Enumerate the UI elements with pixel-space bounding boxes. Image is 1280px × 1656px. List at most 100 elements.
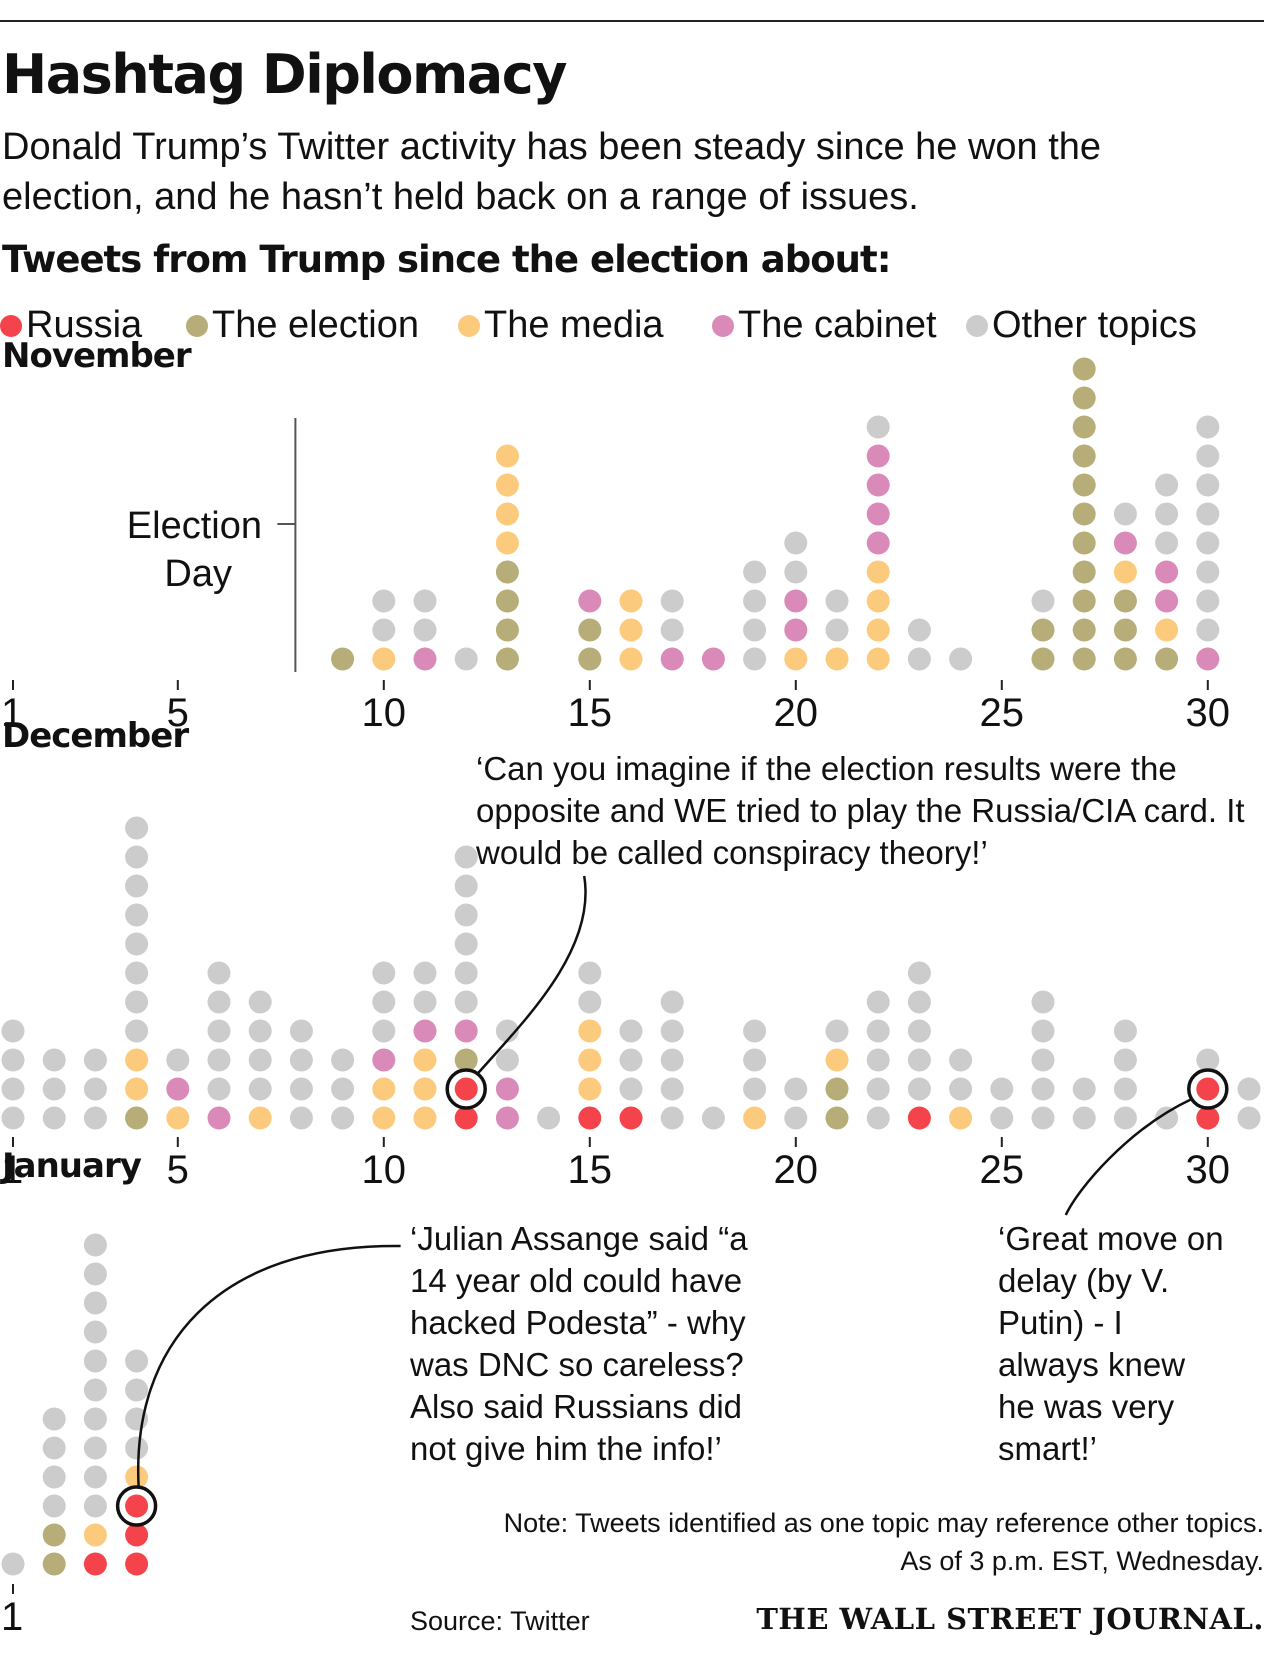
dot-december-27-other	[1072, 1106, 1096, 1130]
dot-december-17-other	[660, 990, 684, 1014]
dot-december-29-other	[1155, 1106, 1179, 1130]
dot-december-21-election	[825, 1077, 849, 1101]
dot-december-23-russia	[907, 1106, 931, 1130]
dot-november-20-other	[784, 531, 808, 555]
dot-november-29-cabinet	[1155, 560, 1179, 584]
dot-december-1-other	[1, 1019, 25, 1043]
legend-dot-other	[966, 315, 988, 337]
tick-label-december-15: 15	[568, 1148, 613, 1192]
tick-label-november-5: 5	[167, 691, 189, 735]
dot-december-10-cabinet	[372, 1048, 396, 1072]
legend-dot-election	[186, 315, 208, 337]
dot-december-27-other	[1072, 1077, 1096, 1101]
dot-december-17-other	[660, 1077, 684, 1101]
tick-label-november-15: 15	[568, 691, 613, 735]
dot-december-23-other	[907, 1019, 931, 1043]
dot-november-22-media	[866, 560, 890, 584]
dot-november-27-election	[1072, 531, 1096, 555]
dot-december-13-cabinet	[495, 1106, 519, 1130]
dot-november-20-cabinet	[784, 589, 808, 613]
dot-november-27-election	[1072, 473, 1096, 497]
dot-november-17-other	[660, 589, 684, 613]
dot-december-19-other	[743, 1077, 767, 1101]
leader-line-january-4	[136, 1244, 401, 1487]
legend-dot-cabinet	[712, 315, 734, 337]
dot-december-18-other	[701, 1106, 725, 1130]
dot-november-27-election	[1072, 618, 1096, 642]
dot-december-8-other	[289, 1048, 313, 1072]
dot-december-28-other	[1113, 1019, 1137, 1043]
highlight-ring-december-12	[445, 1068, 487, 1110]
dot-december-7-other	[248, 1019, 272, 1043]
dot-december-31-other	[1237, 1106, 1261, 1130]
dot-november-13-election	[495, 618, 519, 642]
dot-november-19-other	[743, 647, 767, 671]
dot-january-2-other	[42, 1407, 66, 1431]
election-day-label-line1: Election	[127, 505, 262, 547]
dot-november-30-cabinet	[1196, 647, 1220, 671]
dot-december-4-media	[125, 1048, 149, 1072]
dot-january-3-russia	[83, 1552, 107, 1576]
tick-label-november-30: 30	[1186, 691, 1231, 735]
dot-december-4-other	[125, 816, 149, 840]
tick-label-december-5: 5	[167, 1148, 189, 1192]
dot-january-2-other	[42, 1465, 66, 1489]
dot-november-16-media	[619, 618, 643, 642]
dot-november-23-other	[907, 618, 931, 642]
dot-november-27-election	[1072, 444, 1096, 468]
dot-december-26-other	[1031, 1106, 1055, 1130]
dot-december-30-russia	[1196, 1077, 1220, 1101]
tick-label-december-1: 1	[1, 1148, 23, 1192]
dot-november-19-other	[743, 589, 767, 613]
dot-december-12-election	[454, 1048, 478, 1072]
dot-december-4-other	[125, 932, 149, 956]
dot-november-12-other	[454, 647, 478, 671]
dot-november-10-other	[372, 618, 396, 642]
tick-label-november-10: 10	[362, 691, 407, 735]
dot-december-7-other	[248, 1048, 272, 1072]
dot-november-13-election	[495, 560, 519, 584]
dot-november-21-other	[825, 618, 849, 642]
dot-december-26-other	[1031, 1077, 1055, 1101]
dot-november-29-other	[1155, 531, 1179, 555]
month-label-november: November	[2, 336, 192, 376]
dot-december-28-other	[1113, 1048, 1137, 1072]
dot-december-6-other	[207, 961, 231, 985]
quote-dec30: ‘Great move on delay (by V. Putin) - I a…	[998, 1220, 1224, 1467]
dot-november-22-media	[866, 618, 890, 642]
dot-december-1-other	[1, 1106, 25, 1130]
dot-december-26-other	[1031, 1019, 1055, 1043]
highlight-ring-january-4	[115, 1485, 158, 1527]
dot-november-13-media	[495, 531, 519, 555]
dot-december-7-other	[248, 990, 272, 1014]
dot-december-6-other	[207, 1048, 231, 1072]
dot-december-7-other	[248, 1077, 272, 1101]
dot-november-20-cabinet	[784, 618, 808, 642]
dot-december-15-other	[578, 961, 602, 985]
dot-december-23-other	[907, 1048, 931, 1072]
dot-december-8-other	[289, 1019, 313, 1043]
dot-december-11-media	[413, 1048, 437, 1072]
dot-november-22-media	[866, 589, 890, 613]
dot-november-27-election	[1072, 560, 1096, 584]
tick-label-december-30: 30	[1186, 1148, 1231, 1192]
dot-december-17-other	[660, 1048, 684, 1072]
dot-november-9-election	[331, 647, 355, 671]
dot-december-4-media	[125, 1077, 149, 1101]
dot-december-10-other	[372, 1019, 396, 1043]
dot-january-2-election	[42, 1523, 66, 1547]
dot-december-15-media	[578, 1077, 602, 1101]
dot-november-13-media	[495, 473, 519, 497]
dot-january-3-other	[83, 1291, 107, 1315]
dot-november-29-other	[1155, 473, 1179, 497]
dot-december-19-other	[743, 1019, 767, 1043]
dot-december-17-other	[660, 1019, 684, 1043]
dot-november-30-other	[1196, 444, 1220, 468]
dot-december-4-other	[125, 1019, 149, 1043]
dot-december-16-other	[619, 1019, 643, 1043]
dot-december-24-other	[949, 1048, 973, 1072]
dot-december-22-other	[866, 990, 890, 1014]
dot-november-18-cabinet	[701, 647, 725, 671]
legend-label-cabinet: The cabinet	[738, 304, 937, 346]
dot-december-15-media	[578, 1048, 602, 1072]
